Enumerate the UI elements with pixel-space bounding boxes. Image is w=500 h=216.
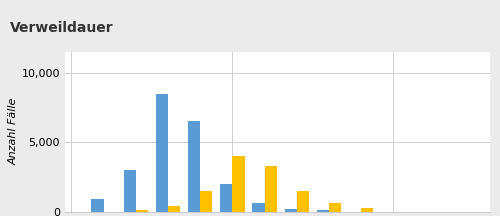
Bar	[252, 203, 264, 212]
Bar	[124, 170, 136, 212]
Bar	[329, 203, 341, 212]
Bar	[264, 166, 277, 212]
Bar	[136, 210, 148, 212]
Bar	[168, 206, 180, 212]
Y-axis label: Anzahl Fälle: Anzahl Fälle	[9, 98, 19, 165]
Text: Verweildauer: Verweildauer	[10, 21, 114, 35]
Bar	[317, 210, 329, 212]
Bar	[220, 184, 232, 212]
Bar	[156, 94, 168, 212]
Bar	[361, 208, 374, 212]
Bar	[200, 191, 212, 212]
Bar	[188, 121, 200, 212]
Bar	[284, 209, 297, 212]
Bar	[92, 199, 104, 212]
Bar	[232, 156, 244, 212]
Bar	[297, 191, 309, 212]
